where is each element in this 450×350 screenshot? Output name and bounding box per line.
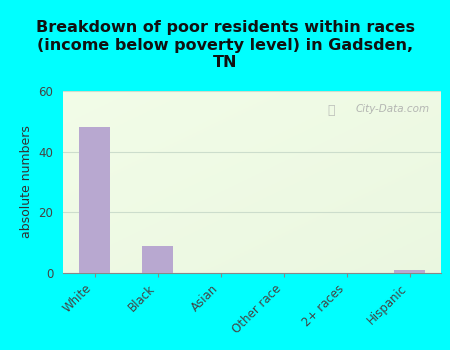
Text: ⦿: ⦿ <box>328 104 335 117</box>
Text: Breakdown of poor residents within races
(income below poverty level) in Gadsden: Breakdown of poor residents within races… <box>36 20 414 70</box>
Bar <box>142 246 173 273</box>
Y-axis label: absolute numbers: absolute numbers <box>20 126 33 238</box>
Text: City-Data.com: City-Data.com <box>356 104 430 114</box>
Bar <box>79 127 110 273</box>
Bar <box>394 270 425 273</box>
